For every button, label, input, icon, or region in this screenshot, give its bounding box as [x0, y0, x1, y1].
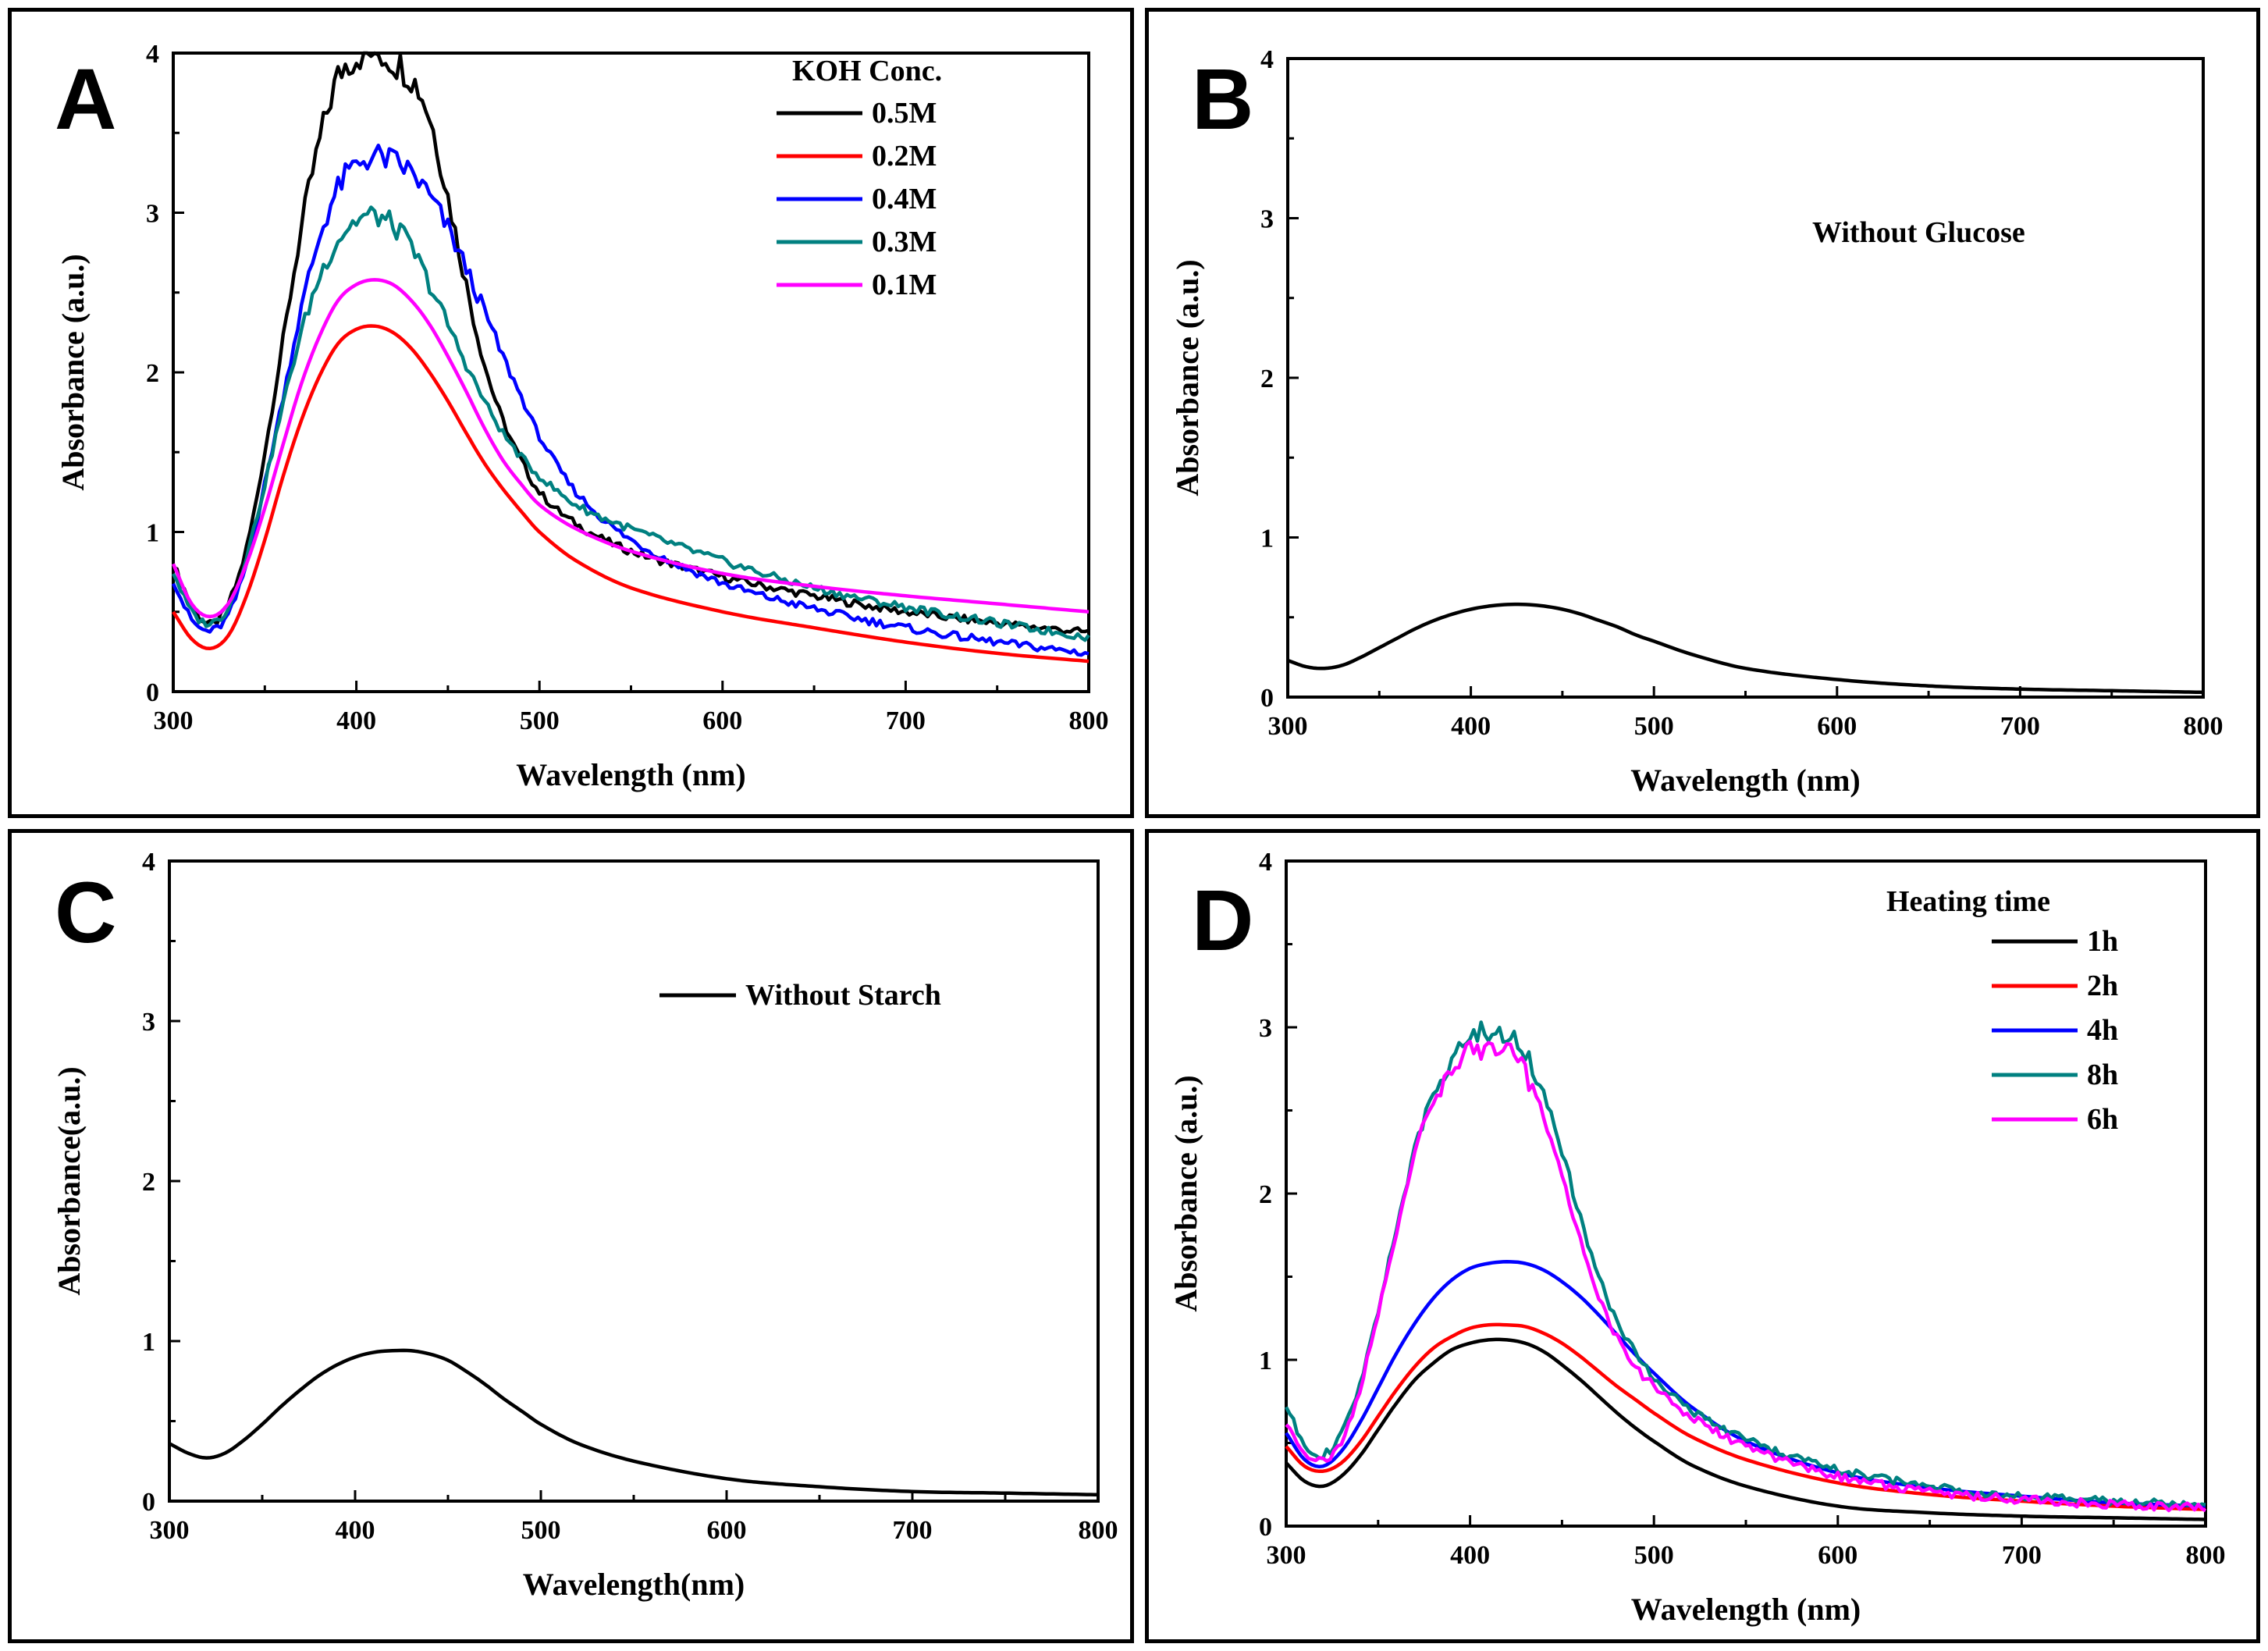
y-tick-label: 3: [146, 200, 159, 229]
series-line-0-5m: [172, 51, 1090, 635]
x-tick-label: 700: [2000, 712, 2040, 741]
x-tick-label: 600: [1818, 1541, 1857, 1570]
x-tick-label: 600: [1817, 712, 1857, 741]
x-tick-label: 800: [2186, 1541, 2226, 1570]
panel-a: A 300 400 500 600 700 800 0 1 2 3 4 Wavelength (nm) A…: [8, 8, 1134, 818]
chart-b: B 300 400 500 600 700 800 0 1 2 3 4 Wavelength (nm) A…: [1170, 45, 2224, 798]
plot-frame: [172, 52, 1090, 693]
series-line-6h: [1285, 1040, 2207, 1513]
legend-label: 0.5M: [872, 97, 937, 130]
y-tick-label: 3: [142, 1008, 155, 1037]
chart-c: C 300 400 500 600 700 800 0 1 2 3 4 Wavelength(nm) Ab…: [52, 848, 1118, 1602]
x-axis-label: Wavelength (nm): [1631, 1592, 1861, 1627]
legend-label: 4h: [2087, 1014, 2118, 1047]
y-tick-label: 0: [1259, 1513, 1272, 1542]
legend-label: 0.1M: [872, 269, 937, 301]
legend-label: 0.2M: [872, 140, 937, 173]
y-tick-label: 1: [142, 1328, 155, 1357]
y-tick-label: 3: [1260, 205, 1274, 234]
y-axis-label: Absorbance(a.u.): [52, 1066, 87, 1295]
legend-title: KOH Conc.: [792, 55, 942, 87]
y-tick-label: 4: [142, 848, 155, 877]
legend-label: 2h: [2087, 970, 2118, 1002]
x-tick-label: 700: [2002, 1541, 2042, 1570]
x-axis-label: Wavelength (nm): [1630, 763, 1860, 798]
x-tick-label: 300: [154, 706, 194, 735]
x-tick-label: 300: [1267, 1541, 1306, 1570]
x-tick-label: 300: [1268, 712, 1308, 741]
y-tick-label: 0: [1260, 684, 1274, 713]
chart-d: D 300 400 500 600 700 800 0 1 2 3 4 Wavelength (nm) A…: [1168, 848, 2226, 1627]
series-line-0-2m: [172, 324, 1090, 664]
x-tick-label: 500: [520, 706, 560, 735]
series-line-0-1m: [171, 278, 1090, 619]
x-tick-label: 400: [1450, 1541, 1490, 1570]
y-tick-label: 0: [142, 1488, 155, 1517]
x-tick-label: 300: [150, 1516, 190, 1545]
y-tick-label: 1: [146, 519, 159, 548]
y-tick-label: 4: [146, 40, 159, 69]
x-axis-label: Wavelength (nm): [516, 757, 745, 792]
y-tick-label: 1: [1259, 1347, 1272, 1375]
x-tick-label: 400: [1451, 712, 1491, 741]
y-tick-label: 2: [142, 1168, 155, 1197]
series-line-4h: [1285, 1260, 2206, 1508]
legend-label: 6h: [2087, 1103, 2118, 1136]
y-axis-label: Absorbance (a.u.): [1170, 259, 1205, 496]
series-line-2h: [1285, 1322, 2206, 1511]
y-tick-label: 4: [1260, 45, 1274, 74]
legend-title: Heating time: [1886, 885, 2050, 918]
x-tick-label: 600: [702, 706, 742, 735]
x-tick-label: 800: [1069, 706, 1109, 735]
series-line-8h: [1285, 1020, 2206, 1510]
y-tick-label: 1: [1260, 525, 1274, 553]
x-tick-label: 500: [1634, 712, 1674, 741]
x-tick-label: 600: [707, 1516, 747, 1545]
panel-d: D 300 400 500 600 700 800 0 1 2 3 4 Wavelength (nm) A…: [1145, 829, 2260, 1643]
y-axis-label: Absorbance (a.u.): [1168, 1075, 1203, 1311]
legend-label: 0.4M: [872, 183, 937, 215]
series-line-0-3m: [171, 205, 1090, 642]
x-tick-label: 800: [2184, 712, 2224, 741]
y-tick-label: 2: [146, 359, 159, 388]
plot-frame: [1285, 859, 2207, 1528]
x-tick-label: 500: [1634, 1541, 1674, 1570]
legend-label: 8h: [2087, 1059, 2118, 1091]
series-line-1h: [1285, 1337, 2206, 1521]
plot-frame: [168, 859, 1100, 1503]
panel-b: B 300 400 500 600 700 800 0 1 2 3 4 Wavelength (nm) A…: [1145, 8, 2260, 818]
panel-c: C 300 400 500 600 700 800 0 1 2 3 4 Wavelength(nm) Ab…: [8, 829, 1134, 1643]
y-axis-label: Absorbance (a.u.): [55, 254, 91, 490]
legend-label: Without Starch: [745, 979, 941, 1012]
y-tick-label: 2: [1259, 1180, 1272, 1209]
legend-label: 1h: [2087, 925, 2118, 958]
series-line-without-starch: [168, 1348, 1099, 1497]
series-line-without-glucose: [1287, 602, 2204, 695]
chart-a: A 300 400 500 600 700 800 0 1 2 3 4 Wavelength (nm) A…: [55, 40, 1109, 792]
panel-letter: B: [1192, 52, 1253, 148]
x-tick-label: 800: [1079, 1516, 1118, 1545]
x-axis-label: Wavelength(nm): [523, 1567, 745, 1602]
panel-letter: D: [1192, 873, 1253, 969]
y-tick-label: 3: [1259, 1014, 1272, 1043]
plot-frame: [1286, 57, 2205, 699]
y-tick-label: 2: [1260, 365, 1274, 393]
legend-label: 0.3M: [872, 226, 937, 258]
y-tick-label: 0: [146, 678, 159, 707]
x-tick-label: 700: [893, 1516, 933, 1545]
panel-letter: C: [55, 865, 116, 961]
y-tick-label: 4: [1259, 848, 1272, 877]
x-tick-label: 500: [521, 1516, 561, 1545]
x-tick-label: 400: [336, 1516, 375, 1545]
series-line-0-4m: [171, 144, 1090, 657]
x-tick-label: 700: [886, 706, 926, 735]
panel-letter: A: [55, 52, 116, 148]
x-tick-label: 400: [336, 706, 376, 735]
annotation-text: Without Glucose: [1812, 216, 2025, 249]
